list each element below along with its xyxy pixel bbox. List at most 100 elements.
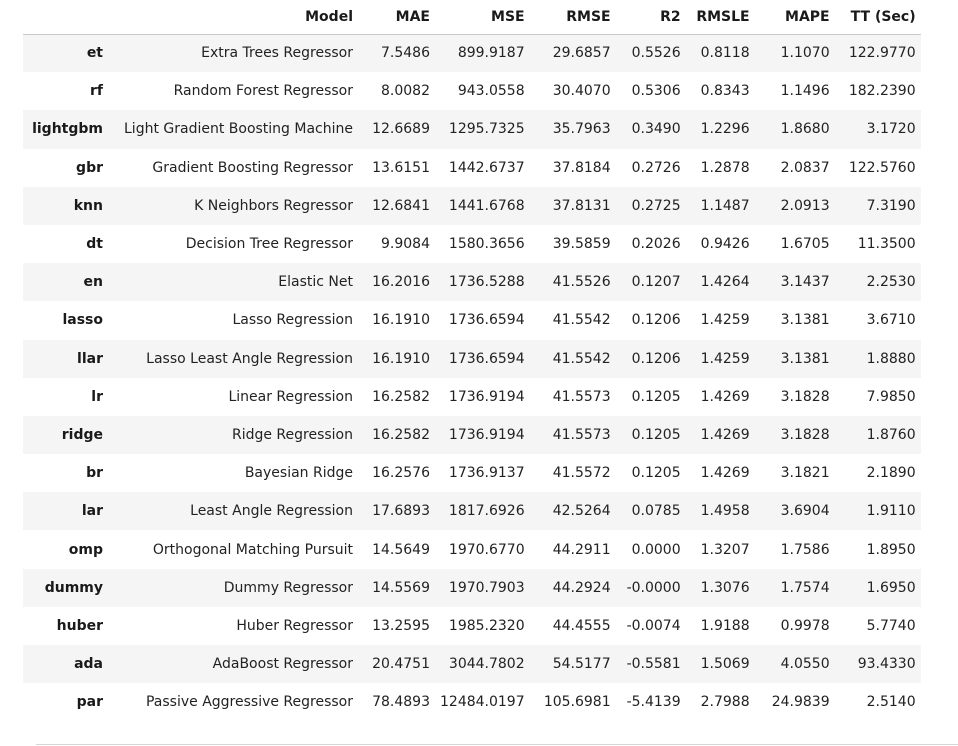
tt-sec-cell: 1.8950 (866, 541, 916, 558)
rmsle-cell: 1.4259 (700, 350, 750, 367)
mape-cell: 0.9978 (780, 617, 830, 634)
tt-sec-cell: 1.8880 (866, 350, 916, 367)
table-row: lightgbm Light Gradient Boosting Machine 1… (23, 110, 921, 149)
mae-cell: 13.6151 (372, 159, 430, 176)
header-mape: MAPE (754, 0, 835, 35)
table-row: et Extra Trees Regressor 7.5486 899.9187 29.… (23, 34, 921, 73)
rmsle-cell: 1.4259 (700, 312, 750, 329)
mae-cell: 8.0082 (381, 83, 430, 100)
row-index-cell: lar (81, 503, 103, 520)
mae-cell: 16.2576 (372, 465, 430, 482)
mse-cell: 12484.0197 (440, 694, 525, 711)
table-row: omp Orthogonal Matching Pursuit 14.5649 197… (23, 530, 921, 569)
mape-cell: 1.1070 (780, 45, 830, 62)
rmsle-cell: 1.9188 (700, 617, 750, 634)
mae-cell: 9.9084 (381, 236, 430, 253)
r2-cell: 0.1206 (631, 350, 681, 367)
mape-cell: 3.1437 (780, 274, 830, 291)
mse-cell: 1817.6926 (448, 503, 525, 520)
header-row: Model MAE MSE RMSE R2 RMSLE MAPE TT (Sec… (23, 0, 921, 35)
rmse-cell: 44.2911 (552, 541, 611, 558)
mape-cell: 3.6904 (780, 503, 830, 520)
tt-sec-cell: 2.5140 (866, 694, 916, 711)
tt-sec-cell: 7.3190 (866, 197, 916, 214)
model-name-cell: Bayesian Ridge (244, 465, 353, 482)
r2-cell: 0.5306 (631, 83, 681, 100)
rmse-cell: 30.4070 (552, 83, 611, 100)
r2-cell: 0.2026 (631, 236, 681, 253)
rmsle-cell: 1.1487 (700, 197, 750, 214)
table-row: ada AdaBoost Regressor 20.4751 3044.7802 54.… (23, 645, 921, 684)
header-tt-sec: TT (Sec) (834, 0, 921, 35)
rmse-cell: 44.2924 (552, 579, 611, 596)
row-index-cell: lightgbm (32, 121, 103, 138)
mse-cell: 943.0558 (457, 83, 525, 100)
model-name-cell: Gradient Boosting Regressor (152, 159, 353, 176)
tt-sec-cell: 3.6710 (866, 312, 916, 329)
model-comparison-table: Model MAE MSE RMSE R2 RMSLE MAPE TT (Sec… (23, 0, 921, 722)
mae-cell: 16.1910 (372, 312, 430, 329)
rmsle-cell: 1.4269 (700, 426, 750, 443)
mae-cell: 16.2582 (372, 426, 430, 443)
rmsle-cell: 1.4264 (700, 274, 750, 291)
row-index-cell: lr (91, 388, 103, 405)
model-name-cell: Dummy Regressor (223, 579, 353, 596)
mse-cell: 1295.7325 (448, 121, 525, 138)
r2-cell: -0.5581 (626, 656, 681, 673)
output-divider (36, 744, 958, 745)
rmsle-cell: 1.4269 (700, 388, 750, 405)
mape-cell: 3.1828 (780, 388, 830, 405)
model-name-cell: Orthogonal Matching Pursuit (152, 541, 353, 558)
rmsle-cell: 1.3076 (700, 579, 750, 596)
header-r2: R2 (615, 0, 686, 35)
mape-cell: 3.1828 (780, 426, 830, 443)
table-row: huber Huber Regressor 13.2595 1985.2320 44.4… (23, 606, 921, 645)
rmsle-cell: 1.3207 (700, 541, 750, 558)
mse-cell: 1736.9194 (448, 426, 525, 443)
tt-sec-cell: 11.3500 (857, 236, 916, 253)
tt-sec-cell: 3.1720 (866, 121, 916, 138)
row-index-cell: rf (90, 83, 103, 100)
rmse-cell: 54.5177 (552, 656, 611, 673)
rmse-cell: 41.5542 (552, 350, 611, 367)
tt-sec-cell: 1.6950 (866, 579, 916, 596)
model-name-cell: Linear Regression (228, 388, 353, 405)
table-header: Model MAE MSE RMSE R2 RMSLE MAPE TT (Sec… (23, 0, 921, 35)
model-name-cell: Elastic Net (278, 274, 353, 291)
mae-cell: 14.5649 (372, 541, 430, 558)
mse-cell: 1970.7903 (448, 579, 525, 596)
rmse-cell: 29.6857 (552, 45, 611, 62)
tt-sec-cell: 5.7740 (866, 617, 916, 634)
mape-cell: 24.9839 (771, 694, 830, 711)
tt-sec-cell: 122.5760 (848, 159, 916, 176)
r2-cell: 0.1205 (631, 465, 681, 482)
header-index (23, 0, 108, 35)
rmsle-cell: 1.4269 (700, 465, 750, 482)
table-row: lasso Lasso Regression 16.1910 1736.6594 41.… (23, 301, 921, 340)
model-name-cell: K Neighbors Regressor (194, 197, 353, 214)
row-index-cell: ada (74, 656, 103, 673)
tt-sec-cell: 182.2390 (848, 83, 916, 100)
mape-cell: 1.1496 (780, 83, 830, 100)
model-name-cell: Ridge Regression (231, 426, 353, 443)
r2-cell: 0.1205 (631, 388, 681, 405)
r2-cell: 0.1205 (631, 426, 681, 443)
row-index-cell: et (86, 45, 103, 62)
rmsle-cell: 0.8118 (700, 45, 750, 62)
row-index-cell: br (86, 465, 103, 482)
mape-cell: 1.6705 (780, 236, 830, 253)
rmsle-cell: 1.2296 (700, 121, 750, 138)
mse-cell: 3044.7802 (448, 656, 525, 673)
rmse-cell: 41.5526 (552, 274, 611, 291)
table-row: en Elastic Net 16.2016 1736.5288 41.5526 0.12… (23, 263, 921, 302)
rmse-cell: 39.5859 (552, 236, 611, 253)
r2-cell: 0.1206 (631, 312, 681, 329)
rmse-cell: 37.8184 (552, 159, 611, 176)
table-row: lar Least Angle Regression 17.6893 1817.692… (23, 492, 921, 531)
mae-cell: 16.1910 (372, 350, 430, 367)
row-index-cell: ridge (61, 426, 103, 443)
model-name-cell: Least Angle Regression (190, 503, 353, 520)
table-row: br Bayesian Ridge 16.2576 1736.9137 41.5572 0… (23, 454, 921, 493)
mape-cell: 3.1381 (780, 312, 830, 329)
r2-cell: -5.4139 (626, 694, 681, 711)
